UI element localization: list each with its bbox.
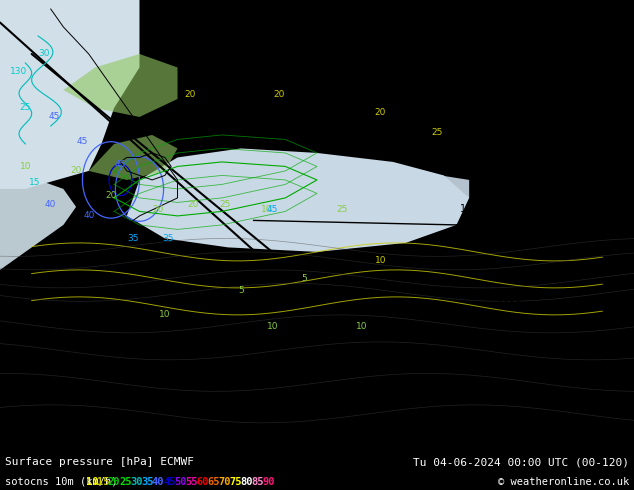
Text: 85: 85 bbox=[251, 477, 264, 487]
Text: 1000: 1000 bbox=[543, 33, 567, 43]
Text: 45: 45 bbox=[48, 112, 60, 122]
Text: 130: 130 bbox=[10, 68, 28, 76]
Text: 45: 45 bbox=[77, 137, 88, 146]
Text: 25: 25 bbox=[432, 128, 443, 137]
Text: 10: 10 bbox=[356, 321, 367, 331]
Text: 1005: 1005 bbox=[460, 204, 484, 214]
Text: 30: 30 bbox=[130, 477, 143, 487]
Text: 10: 10 bbox=[375, 256, 386, 266]
Text: 20: 20 bbox=[153, 205, 164, 214]
Text: 45: 45 bbox=[267, 205, 278, 214]
Text: 90: 90 bbox=[262, 477, 275, 487]
Text: 35: 35 bbox=[162, 234, 174, 243]
Text: 20: 20 bbox=[108, 477, 120, 487]
Text: 10: 10 bbox=[261, 205, 272, 214]
Text: 25: 25 bbox=[20, 103, 31, 113]
Text: 65: 65 bbox=[207, 477, 219, 487]
Polygon shape bbox=[127, 148, 469, 252]
Text: 20: 20 bbox=[375, 108, 386, 117]
Text: 40: 40 bbox=[83, 211, 94, 220]
Text: 50: 50 bbox=[174, 477, 186, 487]
Text: 5: 5 bbox=[301, 274, 307, 283]
Text: 75: 75 bbox=[229, 477, 242, 487]
Text: 15: 15 bbox=[29, 178, 41, 187]
Text: 80: 80 bbox=[240, 477, 253, 487]
Text: 10: 10 bbox=[20, 162, 31, 171]
Text: 1010: 1010 bbox=[498, 301, 522, 311]
Text: 10: 10 bbox=[159, 310, 171, 319]
Text: 20: 20 bbox=[184, 90, 196, 99]
Text: 30: 30 bbox=[39, 49, 50, 58]
Text: 45: 45 bbox=[163, 477, 176, 487]
Text: Surface pressure [hPa] ECMWF: Surface pressure [hPa] ECMWF bbox=[5, 457, 194, 467]
Text: 25: 25 bbox=[119, 477, 131, 487]
Text: 60: 60 bbox=[196, 477, 209, 487]
Text: 10: 10 bbox=[86, 477, 98, 487]
Text: 5: 5 bbox=[238, 286, 244, 294]
Text: 35: 35 bbox=[141, 477, 153, 487]
Text: 20: 20 bbox=[105, 191, 117, 200]
Text: 25: 25 bbox=[337, 205, 348, 214]
Text: 20: 20 bbox=[273, 90, 285, 99]
Text: 45: 45 bbox=[115, 160, 126, 169]
Text: © weatheronline.co.uk: © weatheronline.co.uk bbox=[498, 477, 629, 487]
Text: 20: 20 bbox=[70, 167, 82, 175]
Text: 35: 35 bbox=[127, 234, 139, 243]
Polygon shape bbox=[89, 135, 178, 180]
Polygon shape bbox=[0, 0, 139, 189]
Polygon shape bbox=[349, 171, 469, 207]
Text: 40: 40 bbox=[45, 200, 56, 209]
Text: 40: 40 bbox=[152, 477, 164, 487]
Text: 15: 15 bbox=[97, 477, 109, 487]
Text: Tu 04-06-2024 00:00 UTC (00-120): Tu 04-06-2024 00:00 UTC (00-120) bbox=[413, 457, 629, 467]
Text: 10: 10 bbox=[267, 321, 278, 331]
Text: 25: 25 bbox=[219, 200, 231, 209]
Text: 55: 55 bbox=[185, 477, 198, 487]
Text: 70: 70 bbox=[218, 477, 231, 487]
Polygon shape bbox=[0, 180, 76, 270]
Text: 20: 20 bbox=[188, 200, 199, 209]
Text: 1000: 1000 bbox=[308, 33, 332, 43]
Polygon shape bbox=[63, 54, 178, 117]
Text: sotocns 10m (km/h): sotocns 10m (km/h) bbox=[5, 477, 124, 487]
